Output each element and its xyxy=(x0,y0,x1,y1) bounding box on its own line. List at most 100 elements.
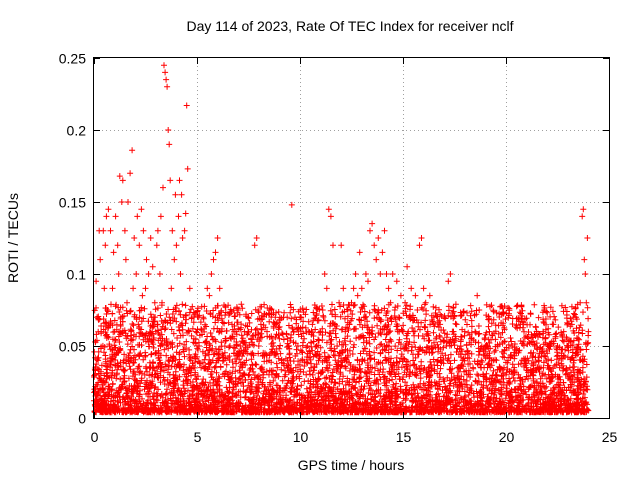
data-point xyxy=(441,314,448,321)
data-point xyxy=(513,350,520,357)
data-point xyxy=(418,235,425,241)
data-point xyxy=(114,242,121,249)
data-point xyxy=(97,256,104,263)
data-point xyxy=(478,357,485,364)
data-point xyxy=(367,227,373,234)
data-point xyxy=(110,249,117,256)
data-point xyxy=(141,386,148,393)
data-point xyxy=(523,364,530,371)
data-point xyxy=(278,357,285,364)
data-point xyxy=(585,328,592,335)
data-point xyxy=(186,285,193,292)
plot-frame xyxy=(93,57,610,419)
data-point xyxy=(482,343,489,349)
data-point xyxy=(560,328,567,335)
data-point xyxy=(165,127,172,133)
x-axis-ticks: 0 5 10 15 20 25 xyxy=(91,58,618,445)
data-point xyxy=(94,314,101,321)
data-point xyxy=(336,299,343,306)
data-point xyxy=(536,357,542,364)
data-point xyxy=(177,271,184,277)
data-point xyxy=(171,256,178,263)
data-point xyxy=(153,242,160,249)
data-point xyxy=(229,321,235,328)
data-point xyxy=(259,371,266,378)
data-point xyxy=(527,350,534,357)
data-point xyxy=(385,285,392,292)
data-point xyxy=(288,201,295,208)
data-point xyxy=(529,371,536,378)
data-point xyxy=(463,371,470,378)
data-point xyxy=(139,292,146,299)
data-point xyxy=(170,371,177,378)
data-point xyxy=(173,242,180,249)
data-point xyxy=(159,299,165,306)
data-point xyxy=(157,213,164,220)
data-point xyxy=(130,285,137,292)
data-point xyxy=(334,343,341,349)
data-point xyxy=(99,379,106,385)
data-point xyxy=(120,357,127,364)
data-point xyxy=(146,364,153,371)
data-point xyxy=(494,343,501,349)
data-point xyxy=(181,227,188,234)
y-tick-label: 0.25 xyxy=(59,51,86,67)
data-point xyxy=(121,227,128,234)
x-tick-label: 5 xyxy=(194,429,202,445)
data-point xyxy=(172,191,179,198)
data-point xyxy=(162,69,169,76)
data-point xyxy=(568,321,575,328)
data-point xyxy=(95,357,102,364)
data-point xyxy=(457,343,464,349)
data-point xyxy=(317,328,324,335)
data-point xyxy=(272,321,279,328)
data-point xyxy=(344,407,351,414)
data-point xyxy=(257,321,264,328)
data-point xyxy=(531,343,538,349)
data-point xyxy=(484,364,491,371)
data-point xyxy=(408,285,415,292)
data-point xyxy=(500,350,507,357)
data-point xyxy=(292,364,299,371)
data-point xyxy=(327,213,334,220)
data-point xyxy=(290,328,297,335)
data-point xyxy=(352,271,359,277)
data-point xyxy=(206,292,213,299)
data-point xyxy=(132,371,139,378)
data-point xyxy=(161,62,167,69)
data-point xyxy=(284,335,291,342)
data-point xyxy=(468,335,474,342)
data-point xyxy=(550,321,557,328)
data-point xyxy=(116,173,123,180)
x-tick-label: 25 xyxy=(602,429,618,445)
data-point xyxy=(319,307,326,313)
data-point xyxy=(414,307,421,313)
x-axis-label: GPS time / hours xyxy=(298,457,405,473)
data-point xyxy=(428,343,435,349)
data-point xyxy=(301,335,308,342)
data-point xyxy=(194,386,200,393)
data-point xyxy=(270,343,277,349)
data-point xyxy=(373,256,380,263)
data-point xyxy=(488,379,495,385)
data-point xyxy=(307,350,314,357)
data-point xyxy=(575,335,582,342)
data-point xyxy=(183,102,190,109)
data-point xyxy=(404,263,411,270)
data-point xyxy=(282,371,289,378)
data-point xyxy=(498,379,505,385)
data-point xyxy=(573,314,579,321)
data-point xyxy=(584,235,591,241)
data-point xyxy=(538,364,544,371)
data-point xyxy=(187,357,194,364)
data-point xyxy=(137,350,144,357)
data-point xyxy=(406,314,413,321)
data-point xyxy=(461,328,468,335)
data-point xyxy=(330,242,336,249)
data-point xyxy=(583,299,590,306)
data-point xyxy=(104,307,111,313)
data-point xyxy=(102,242,109,249)
y-tick-label: 0.2 xyxy=(67,123,87,139)
data-point xyxy=(122,256,129,263)
data-point xyxy=(544,350,551,357)
